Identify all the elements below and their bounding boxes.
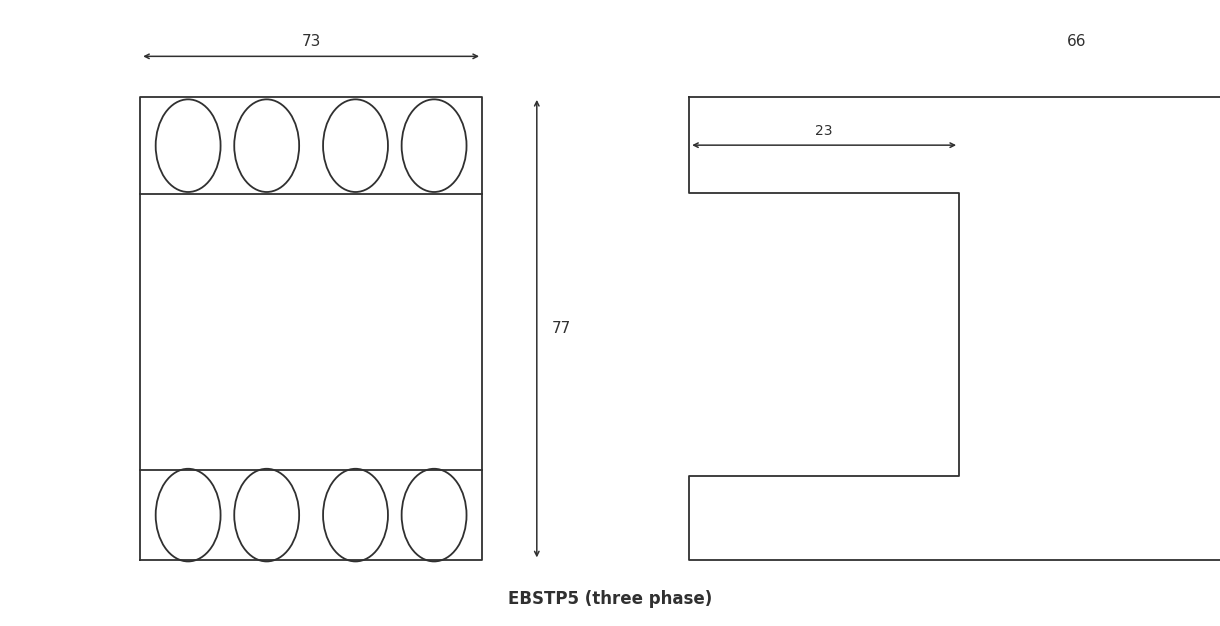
Text: 73: 73 xyxy=(301,34,321,49)
Text: EBSTP5 (three phase): EBSTP5 (three phase) xyxy=(508,590,712,608)
Text: 77: 77 xyxy=(551,321,571,336)
Text: 66: 66 xyxy=(1066,34,1086,49)
Text: 23: 23 xyxy=(815,124,833,138)
